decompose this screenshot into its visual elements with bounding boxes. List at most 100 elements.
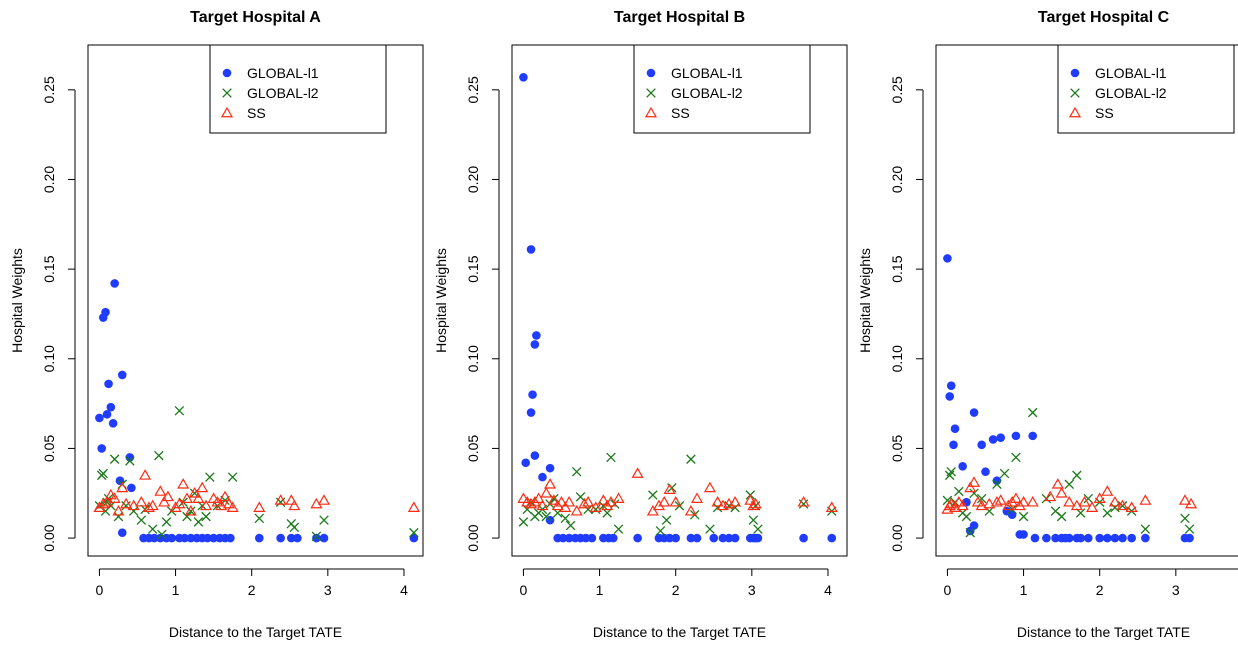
y-tick-label: 0.25	[41, 76, 57, 103]
point-global-l2	[98, 468, 108, 479]
x-tick-label: 0	[944, 582, 952, 598]
x-tick-label: 3	[748, 582, 756, 598]
point-global-l1	[97, 444, 107, 453]
point-ss	[1002, 499, 1015, 511]
point-global-l2	[1180, 513, 1190, 524]
y-tick-label: 0.15	[465, 255, 481, 282]
chart-title: Target Hospital C	[1038, 9, 1170, 26]
point-ss	[631, 467, 644, 478]
point-global-l2	[541, 511, 552, 522]
x-tick-label: 2	[248, 582, 256, 598]
point-ss	[274, 494, 287, 505]
legend: GLOBAL-l1 GLOBAL-l2 SS	[633, 44, 811, 134]
point-global-l2	[147, 524, 158, 534]
point-global-l2	[1027, 407, 1038, 418]
x-axis-label: Distance to the Target TATE	[169, 624, 342, 640]
point-global-l1	[969, 408, 979, 417]
point-global-l1	[1064, 533, 1074, 543]
x-tick-label: 2	[1096, 582, 1104, 598]
point-global-l1	[117, 370, 127, 380]
point-ss	[192, 492, 205, 503]
point-global-l2	[798, 499, 809, 509]
point-ss	[211, 496, 224, 507]
legend-box	[1057, 44, 1235, 134]
point-ss	[188, 487, 201, 498]
point-global-l2	[976, 493, 987, 504]
point-global-l1	[981, 467, 990, 477]
point-global-l1	[110, 279, 119, 288]
point-ss	[1017, 496, 1030, 507]
point-ss	[1101, 485, 1114, 496]
x-tick-label: 4	[824, 582, 832, 598]
point-global-l1	[996, 433, 1006, 442]
point-global-l1	[530, 340, 540, 349]
point-global-l2	[748, 515, 759, 525]
point-global-l1	[1127, 533, 1136, 543]
point-ss	[116, 481, 129, 493]
y-tick-label: 0.00	[889, 524, 905, 551]
point-global-l1	[409, 533, 419, 543]
point-global-l2	[753, 524, 763, 534]
y-tick-label: 0.25	[465, 76, 481, 103]
point-ss	[536, 499, 549, 511]
point-global-l1	[943, 254, 952, 263]
x-axis-label: Distance to the Target TATE	[1017, 624, 1190, 640]
point-global-l2	[1072, 470, 1082, 481]
point-ss	[994, 494, 1007, 505]
point-ss	[1108, 496, 1121, 507]
point-global-l2	[648, 490, 658, 500]
point-global-l2	[1056, 511, 1067, 522]
point-global-l1	[692, 533, 702, 543]
point-ss	[120, 497, 133, 509]
point-ss	[1125, 501, 1138, 512]
point-global-l2	[161, 517, 172, 527]
point-ss	[744, 494, 757, 505]
point-global-l1	[530, 451, 540, 460]
y-axis-label: Hospital Weights	[9, 248, 25, 353]
point-global-l2	[1140, 524, 1151, 534]
point-global-l1	[581, 533, 591, 543]
y-tick-label: 0.20	[465, 166, 481, 193]
legend-marker-circle	[1070, 68, 1080, 78]
point-global-l2	[319, 515, 329, 525]
point-global-l1	[167, 533, 177, 543]
point-global-l2	[965, 527, 976, 538]
point-global-l1	[1030, 533, 1040, 543]
point-global-l2	[157, 529, 167, 540]
y-tick-label: 0.15	[41, 255, 57, 282]
legend-label: SS	[671, 105, 690, 121]
point-global-l2	[661, 515, 672, 525]
point-ss	[711, 496, 724, 507]
point-ss	[199, 499, 213, 511]
point-ss	[169, 501, 182, 512]
point-ss	[407, 501, 420, 512]
x-tick-label: 2	[672, 582, 680, 598]
point-global-l1	[545, 463, 555, 473]
legend-label: GLOBAL-l1	[247, 65, 319, 81]
point-ss	[684, 504, 697, 516]
y-tick-label: 0.25	[889, 76, 905, 103]
point-global-l1	[1007, 510, 1017, 520]
point-global-l1	[1019, 530, 1028, 539]
point-global-l1	[106, 402, 116, 412]
legend-marker-x	[1070, 88, 1080, 98]
point-global-l2	[961, 511, 972, 522]
point-ss	[288, 499, 301, 511]
point-global-l1	[1076, 533, 1085, 543]
point-ss	[222, 497, 235, 509]
point-global-l1	[730, 533, 740, 543]
point-ss	[582, 496, 595, 507]
point-global-l1	[753, 533, 763, 543]
point-ss	[975, 499, 988, 511]
point-global-l1	[949, 440, 958, 450]
point-ss	[563, 496, 576, 507]
point-global-l2	[992, 479, 1002, 490]
point-ss	[158, 496, 171, 507]
point-global-l1	[101, 307, 110, 317]
point-ss	[1185, 497, 1198, 509]
point-ss	[1013, 499, 1026, 511]
point-global-l2	[289, 522, 300, 533]
point-ss	[945, 497, 958, 509]
point-global-l2	[1083, 493, 1094, 504]
point-global-l1	[519, 72, 528, 82]
